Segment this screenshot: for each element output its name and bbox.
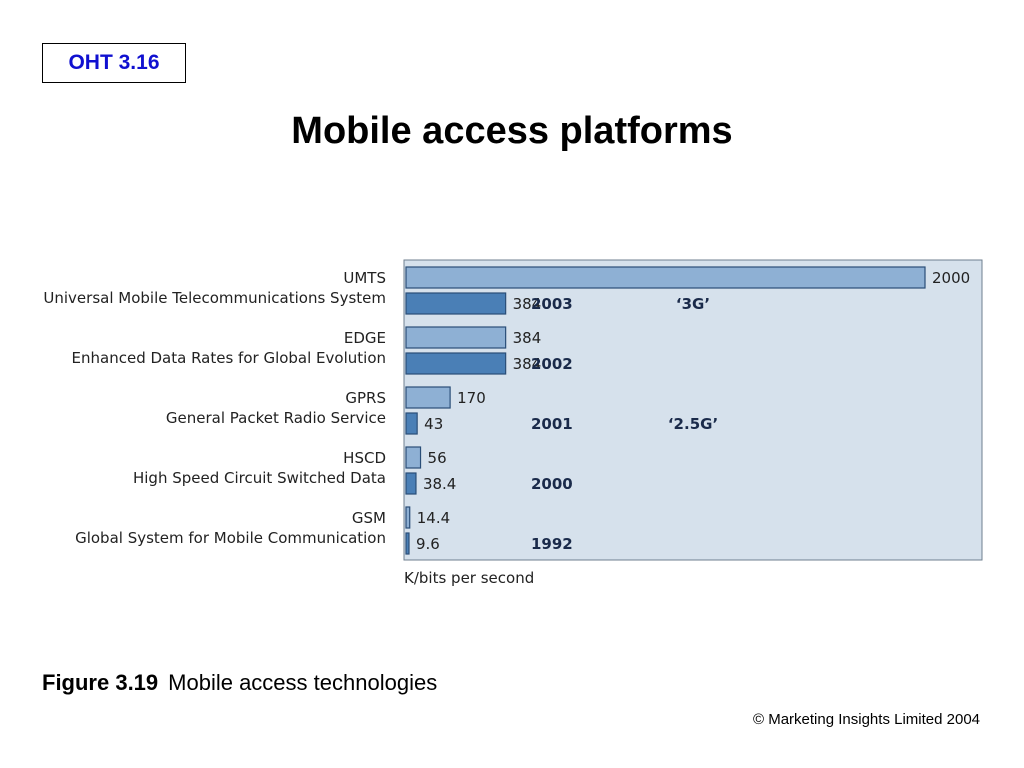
- bar-value-label: 9.6: [416, 535, 440, 553]
- speed-bar-max: [405, 326, 507, 349]
- bar-value-label: 384: [513, 355, 542, 373]
- generation-label: ‘2.5G’: [668, 415, 718, 433]
- year-label: 2000: [531, 475, 573, 493]
- bar-value-label: 38.4: [423, 475, 456, 493]
- tech-fullname-label: Universal Mobile Telecommunications Syst…: [43, 289, 386, 307]
- year-label: 2001: [531, 415, 573, 433]
- tech-name-label: UMTS: [343, 269, 386, 287]
- year-label: 1992: [531, 535, 573, 553]
- speed-bar-max: [405, 266, 926, 289]
- tech-name-label: HSCD: [343, 449, 386, 467]
- tech-fullname-label: High Speed Circuit Switched Data: [133, 469, 386, 487]
- year-label: 2002: [531, 355, 573, 373]
- bar-value-label: 384: [513, 329, 542, 347]
- copyright-text: © Marketing Insights Limited 2004: [753, 711, 980, 728]
- slide-tag: OHT 3.16: [42, 43, 186, 83]
- tech-name-label: GSM: [352, 509, 386, 527]
- figure-caption-text: Mobile access technologies: [168, 670, 438, 695]
- tech-fullname-label: Enhanced Data Rates for Global Evolution: [72, 349, 386, 367]
- tech-name-label: GPRS: [345, 389, 386, 407]
- bar-value-label: 2000: [932, 269, 970, 287]
- tech-fullname-label: Global System for Mobile Communication: [75, 529, 386, 547]
- tech-fullname-label: General Packet Radio Service: [166, 409, 386, 427]
- speed-bar-max: [405, 506, 411, 529]
- slide-title: Mobile access platforms: [291, 110, 733, 152]
- bar-value-label: 170: [457, 389, 486, 407]
- figure-label: Figure 3.19: [42, 670, 159, 695]
- figure-caption: Figure 3.19 Mobile access technologies: [42, 670, 437, 696]
- bar-value-label: 43: [424, 415, 443, 433]
- tech-name-label: EDGE: [344, 329, 386, 347]
- speed-bar-current: [405, 412, 418, 435]
- generation-label: ‘3G’: [676, 295, 710, 313]
- speed-bar-current: [405, 352, 507, 375]
- bar-value-label: 14.4: [417, 509, 450, 527]
- speed-bar-current: [405, 472, 417, 495]
- bar-value-label: 56: [428, 449, 447, 467]
- bar-value-label: 384: [513, 295, 542, 313]
- year-label: 2003: [531, 295, 573, 313]
- speed-bar-current: [405, 532, 410, 555]
- speed-bar-current: [405, 292, 507, 315]
- speed-bar-max: [405, 386, 451, 409]
- x-axis-label: K/bits per second: [404, 569, 534, 587]
- speed-bar-max: [405, 446, 422, 469]
